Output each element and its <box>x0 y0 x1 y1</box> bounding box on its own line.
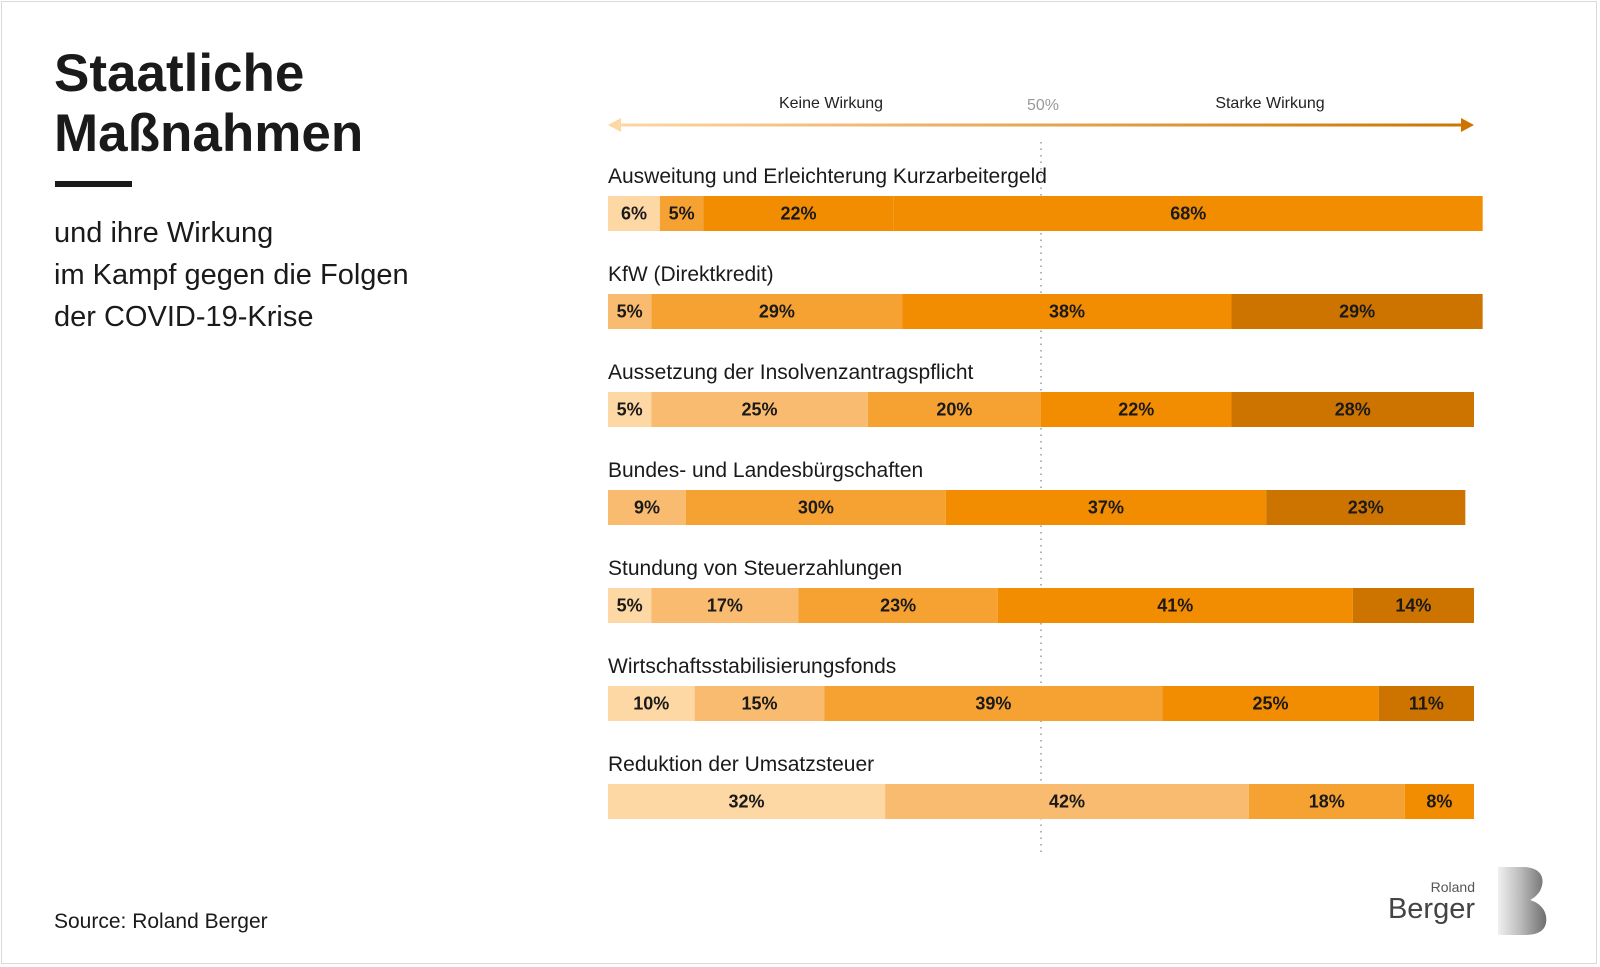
bar-value-label: 9% <box>634 498 660 518</box>
category-label: Aussetzung der Insolvenzantragspflicht <box>608 361 974 384</box>
bar-value-label: 14% <box>1395 596 1431 616</box>
bar-segment <box>867 392 1041 427</box>
bar-segment <box>608 490 686 525</box>
bar-value-label: 37% <box>1088 498 1124 518</box>
bar-segment <box>694 686 825 721</box>
bar-value-label: 22% <box>781 204 817 224</box>
scale-mid-label: 50% <box>1027 97 1059 114</box>
bar-value-label: 41% <box>1157 596 1193 616</box>
bar-segment <box>1378 686 1474 721</box>
bar-segment <box>1248 784 1405 819</box>
bar-segment <box>703 196 894 231</box>
bar-value-label: 5% <box>617 302 643 322</box>
bar-segment <box>608 588 652 623</box>
bars-group: 6% 5% 22% 68% 5% 29% 38% 29% 5% 25% 20% 22% 28% 9% 30%… <box>608 196 1483 819</box>
bar-value-label: 42% <box>1049 792 1085 812</box>
bar-segment <box>659 196 704 231</box>
title-underline <box>55 181 132 187</box>
title-line-2: Maßnahmen <box>54 104 364 163</box>
bar-segment <box>1352 588 1474 623</box>
category-label: Bundes- und Landesbürgschaften <box>608 459 923 482</box>
logo-text-roland: Roland <box>1430 879 1475 895</box>
bar-value-label: 25% <box>1252 694 1288 714</box>
bar-value-label: 20% <box>936 400 972 420</box>
logo-text-berger: Berger <box>1387 893 1475 925</box>
category-label: Reduktion der Umsatzsteuer <box>608 753 874 776</box>
scale-arrow-line <box>616 123 1466 127</box>
bar-value-label: 23% <box>880 596 916 616</box>
logo-b-icon <box>1498 867 1547 935</box>
bar-segment <box>1231 392 1474 427</box>
bar-value-label: 32% <box>729 792 765 812</box>
bar-value-label: 22% <box>1118 400 1154 420</box>
bar-segment <box>608 294 652 329</box>
bar-value-label: 6% <box>621 204 647 224</box>
scale-right-label: Starke Wirkung <box>1215 95 1324 112</box>
bar-value-label: 5% <box>669 204 695 224</box>
roland-berger-logo: Roland Berger <box>1388 865 1555 945</box>
bar-value-label: 28% <box>1335 400 1371 420</box>
bar-value-label: 23% <box>1348 498 1384 518</box>
chart-title: Staatliche Maßnahmen <box>54 44 363 164</box>
bar-segment <box>608 686 695 721</box>
bar-value-label: 25% <box>742 400 778 420</box>
category-label: Stundung von Steuerzahlungen <box>608 557 902 580</box>
bar-value-label: 10% <box>633 694 669 714</box>
source-note: Source: Roland Berger <box>54 910 268 933</box>
bar-segment <box>608 784 886 819</box>
scale-left-label: Keine Wirkung <box>779 95 883 112</box>
bar-segment <box>1404 784 1474 819</box>
bar-segment <box>824 686 1163 721</box>
bar-segment <box>885 784 1249 819</box>
bar-segment <box>608 392 652 427</box>
bar-segment <box>798 588 998 623</box>
bar-segment <box>1266 490 1466 525</box>
category-label: Wirtschaftsstabilisierungsfonds <box>608 655 896 678</box>
bar-segment <box>945 490 1267 525</box>
bar-value-label: 38% <box>1049 302 1085 322</box>
bar-segment <box>902 294 1232 329</box>
bar-value-label: 29% <box>759 302 795 322</box>
chart-subtitle: und ihre Wirkung im Kampf gegen die Folg… <box>54 212 409 338</box>
title-line-1: Staatliche <box>54 44 305 103</box>
bar-segment <box>1041 392 1232 427</box>
subtitle-line-1: und ihre Wirkung <box>54 217 274 249</box>
bar-segment <box>997 588 1353 623</box>
bar-segment <box>651 294 903 329</box>
bar-value-label: 30% <box>798 498 834 518</box>
bar-value-label: 15% <box>742 694 778 714</box>
bar-segment <box>651 392 868 427</box>
category-label: KfW (Direktkredit) <box>608 263 774 286</box>
bar-segment <box>651 588 799 623</box>
bar-value-label: 68% <box>1170 204 1206 224</box>
subtitle-line-3: der COVID-19-Krise <box>54 301 314 333</box>
bar-segment <box>1162 686 1379 721</box>
bar-value-label: 18% <box>1309 792 1345 812</box>
subtitle-line-2: im Kampf gegen die Folgen <box>54 259 409 291</box>
bar-value-label: 39% <box>975 694 1011 714</box>
bar-value-label: 17% <box>707 596 743 616</box>
category-label: Ausweitung und Erleichterung Kurzarbeite… <box>608 165 1047 188</box>
bar-value-label: 8% <box>1426 792 1452 812</box>
bar-value-label: 11% <box>1409 694 1444 714</box>
bar-segment <box>1231 294 1483 329</box>
scale-arrow-right-head <box>1461 118 1474 132</box>
scale-arrow-left-head <box>608 118 621 132</box>
bar-segment <box>685 490 946 525</box>
bar-segment <box>893 196 1483 231</box>
bar-segment <box>608 196 660 231</box>
bar-value-label: 5% <box>617 596 643 616</box>
bar-value-label: 29% <box>1339 302 1375 322</box>
bar-value-label: 5% <box>617 400 643 420</box>
